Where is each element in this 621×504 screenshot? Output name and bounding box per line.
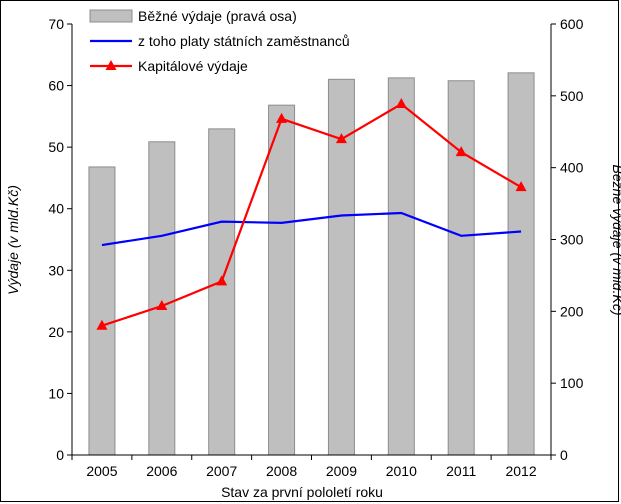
- bar-2006: [148, 141, 176, 456]
- x-tick-label-2007: 2007: [206, 463, 237, 479]
- right-y-tick-label: 600: [560, 16, 584, 32]
- bar-2012: [507, 72, 535, 456]
- capital-expenditure-marker-2010: [395, 98, 407, 109]
- left-y-tick-label: 60: [48, 78, 64, 94]
- x-tick-label-2006: 2006: [146, 463, 177, 479]
- left-y-tick-label: 40: [48, 201, 64, 217]
- bar-2005: [88, 166, 116, 456]
- legend-label: Kapitálové výdaje: [138, 58, 248, 74]
- lines-layer: [96, 98, 527, 330]
- left-y-tick-label: 10: [48, 385, 64, 401]
- capital-expenditure-marker-2007: [216, 275, 228, 286]
- capital-expenditure-marker-2008: [276, 112, 288, 123]
- right-y-tick-label: 400: [560, 160, 584, 176]
- legend-triangle-marker: [105, 60, 117, 70]
- left-y-tick-label: 70: [48, 16, 64, 32]
- right-y-axis-label: Běžné výdaje (v mld.Kč): [610, 165, 621, 316]
- axes-layer: 0 10 20 30 40 50 60 70 0 100 200 300 400 500 600 2005 20…: [48, 16, 583, 479]
- bar-2007: [208, 128, 236, 456]
- salaries-line: [101, 211, 522, 247]
- legend-bar-swatch: [89, 9, 133, 23]
- right-y-tick-label: 200: [560, 303, 584, 319]
- bar-2011: [447, 80, 475, 456]
- bar-2010: [387, 77, 415, 456]
- capital-expenditure-marker-2006: [156, 299, 168, 310]
- capital-expenditure-line: [101, 102, 522, 327]
- left-y-tick-label: 0: [56, 447, 64, 463]
- x-tick-label-2012: 2012: [505, 463, 536, 479]
- x-tick-label-2009: 2009: [326, 463, 357, 479]
- x-tick-label-2011: 2011: [446, 463, 476, 479]
- legend-label: Běžné výdaje (pravá osa): [138, 8, 297, 24]
- x-axis-label: Stav za první pololetí roku: [221, 484, 383, 500]
- left-y-axis-label: Výdaje (v mld.Kč): [5, 185, 21, 295]
- left-y-tick-label: 20: [48, 324, 64, 340]
- left-y-tick-label: 30: [48, 262, 64, 278]
- x-tick-label-2008: 2008: [266, 463, 297, 479]
- x-tick-label-2010: 2010: [386, 463, 417, 479]
- bar-2008: [268, 104, 296, 456]
- right-y-tick-label: 100: [560, 375, 584, 391]
- legend: Běžné výdaje (pravá osa) z toho platy stá…: [89, 8, 350, 74]
- bars-layer: [88, 72, 535, 456]
- capital-expenditure-marker-2012: [515, 181, 527, 192]
- legend-label: z toho platy státních zaměstnanců: [138, 33, 350, 49]
- right-y-tick-label: 300: [560, 232, 584, 248]
- capital-expenditure-marker-2009: [335, 133, 347, 144]
- x-tick-label-2005: 2005: [86, 463, 117, 479]
- right-y-tick-label: 500: [560, 88, 584, 104]
- left-y-tick-label: 50: [48, 139, 64, 155]
- right-y-tick-label: 0: [560, 447, 568, 463]
- capital-expenditure-marker-2005: [96, 319, 108, 330]
- capital-expenditure-marker-2011: [455, 146, 467, 157]
